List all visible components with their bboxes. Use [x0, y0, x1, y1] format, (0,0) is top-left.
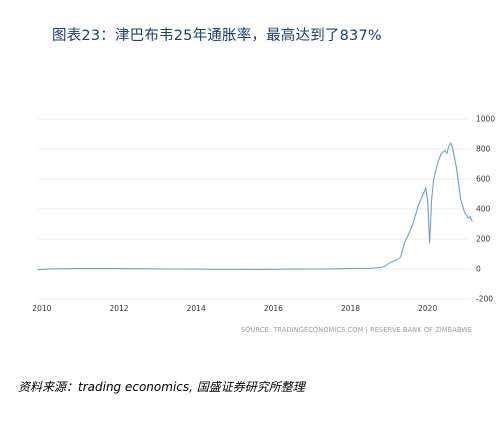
footnote-source: 资料来源：trading economics, 国盛证券研究所整理 — [18, 380, 305, 394]
x-tick-label: 2012 — [109, 304, 128, 313]
gridlines — [38, 118, 470, 300]
x-axis-ticks: 2010 2012 2014 2016 2018 2020 — [32, 304, 437, 313]
y-axis-ticks: 1000 800 600 400 200 0 -200 — [476, 115, 495, 304]
x-tick-label: 2014 — [187, 304, 206, 313]
x-tick-label: 2018 — [341, 304, 360, 313]
y-tick-label: -200 — [476, 295, 493, 304]
figure-title: 图表23：津巴布韦25年通胀率，最高达到了837% — [52, 28, 382, 44]
data-source-note: SOURCE: TRADINGECONOMICS.COM | RESERVE B… — [241, 326, 473, 334]
x-tick-label: 2016 — [264, 304, 283, 313]
series-line-inflation-rate — [37, 142, 473, 271]
y-tick-label: 200 — [476, 235, 491, 244]
y-tick-label: 0 — [476, 265, 481, 274]
x-tick-label: 2010 — [32, 304, 51, 313]
x-tick-label: 2020 — [418, 304, 437, 313]
y-tick-label: 400 — [476, 205, 491, 214]
y-tick-label: 600 — [476, 175, 491, 184]
y-tick-label: 800 — [476, 145, 491, 154]
y-tick-label: 1000 — [476, 115, 495, 124]
